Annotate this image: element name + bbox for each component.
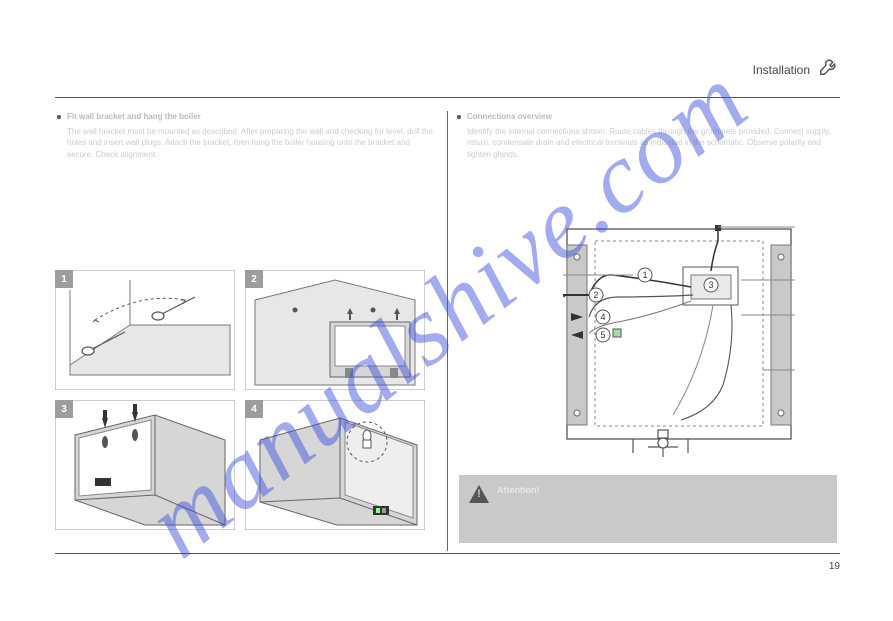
callout-2: 2 — [593, 290, 598, 300]
right-body: Identify the internal connections shown.… — [467, 126, 837, 160]
bottom-rule — [55, 553, 840, 554]
warning-title: Attention! — [497, 485, 540, 495]
connections-schematic: 1 2 3 4 5 — [563, 225, 795, 460]
panel-number-4: 4 — [245, 400, 263, 418]
wrench-icon — [818, 55, 840, 77]
install-panel-4: 4 — [245, 400, 425, 530]
callout-3: 3 — [708, 280, 713, 290]
header-section-title: Installation — [753, 63, 810, 77]
right-column-text: Connections overview Identify the intern… — [467, 111, 837, 160]
install-panel-1: 1 — [55, 270, 235, 390]
right-heading: Connections overview — [467, 111, 837, 122]
left-body: The wall bracket must be mounted as desc… — [67, 126, 437, 160]
panel-number-3: 3 — [55, 400, 73, 418]
column-divider — [447, 111, 448, 551]
install-panel-2: 2 — [245, 270, 425, 390]
callout-5: 5 — [600, 330, 605, 340]
manual-page: Installation 19 Fit wall bracket and han… — [55, 55, 840, 565]
warning-icon — [469, 485, 489, 503]
top-rule — [55, 97, 840, 98]
bullet-left — [57, 115, 61, 119]
panel-number-2: 2 — [245, 270, 263, 288]
install-panel-3: 3 — [55, 400, 235, 530]
left-heading: Fit wall bracket and hang the boiler — [67, 111, 437, 122]
panel-number-1: 1 — [55, 270, 73, 288]
callout-1: 1 — [642, 270, 647, 280]
callout-4: 4 — [600, 312, 605, 322]
left-column-text: Fit wall bracket and hang the boiler The… — [67, 111, 437, 160]
footer-page-number: 19 — [829, 561, 840, 572]
warning-panel: Attention! — [459, 475, 837, 543]
bullet-right — [457, 115, 461, 119]
